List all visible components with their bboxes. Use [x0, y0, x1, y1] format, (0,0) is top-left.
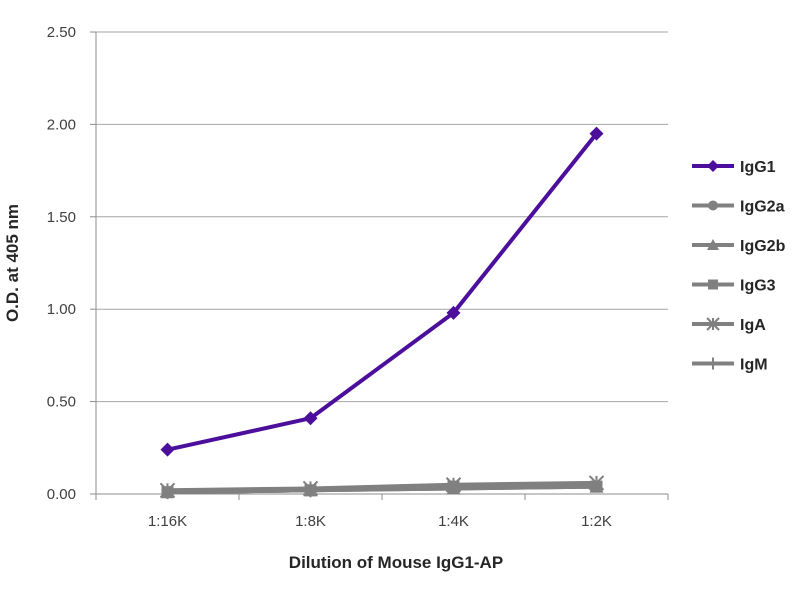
gridlines: [96, 31, 668, 403]
axes: [90, 31, 669, 500]
legend-marker: [707, 160, 719, 172]
data-point: [590, 480, 603, 493]
data-point: [304, 484, 317, 497]
data-point: [161, 486, 174, 499]
series: [159, 126, 605, 500]
legend-marker: [708, 279, 718, 290]
y-tick-label: 0.50: [47, 394, 76, 411]
legend-marker: [708, 200, 718, 211]
series-line: [167, 132, 599, 452]
legend-item-iga: IgA: [692, 317, 766, 334]
series-igg2a: [161, 480, 603, 499]
data-point: [160, 442, 175, 457]
y-axis-title: O.D. at 405 nm: [3, 204, 22, 322]
y-tick-labels: 0.00 0.50 1.00 1.50 2.00 2.50: [47, 24, 76, 503]
y-tick-label: 2.50: [47, 24, 76, 41]
x-tick-label: 1:8K: [295, 513, 326, 530]
legend: IgG1 IgG2a IgG2b IgG3 IgA IgM: [692, 159, 786, 374]
legend-item-igg3: IgG3: [692, 278, 776, 295]
legend-label: IgG1: [740, 159, 776, 176]
y-tick-label: 1.00: [47, 301, 76, 318]
legend-marker: [707, 239, 719, 250]
legend-label: IgG3: [740, 278, 776, 295]
legend-label: IgA: [740, 317, 766, 334]
data-point: [447, 482, 460, 495]
legend-item-igg2b: IgG2b: [692, 238, 786, 255]
legend-marker: [706, 317, 720, 331]
series-igg1: [160, 126, 604, 457]
x-tick-label: 1:2K: [581, 513, 612, 530]
legend-label: IgG2b: [740, 238, 786, 255]
y-tick-label: 2.00: [47, 116, 76, 133]
legend-label: IgM: [740, 357, 768, 374]
legend-item-igg2a: IgG2a: [692, 199, 785, 216]
x-tick-label: 1:4K: [438, 513, 469, 530]
data-point: [303, 411, 318, 426]
legend-item-igg1: IgG1: [692, 159, 776, 176]
x-tick-label: 1:16K: [148, 513, 187, 530]
y-tick-label: 0.00: [47, 486, 76, 503]
data-point: [589, 126, 604, 141]
y-tick-label: 1.50: [47, 209, 76, 226]
x-axis-title: Dilution of Mouse IgG1-AP: [289, 553, 503, 572]
legend-item-igm: IgM: [692, 357, 768, 374]
series-line: [167, 484, 597, 495]
legend-label: IgG2a: [740, 199, 785, 216]
data-point: [446, 305, 461, 320]
x-tick-labels: 1:16K 1:8K 1:4K 1:2K: [148, 513, 612, 530]
